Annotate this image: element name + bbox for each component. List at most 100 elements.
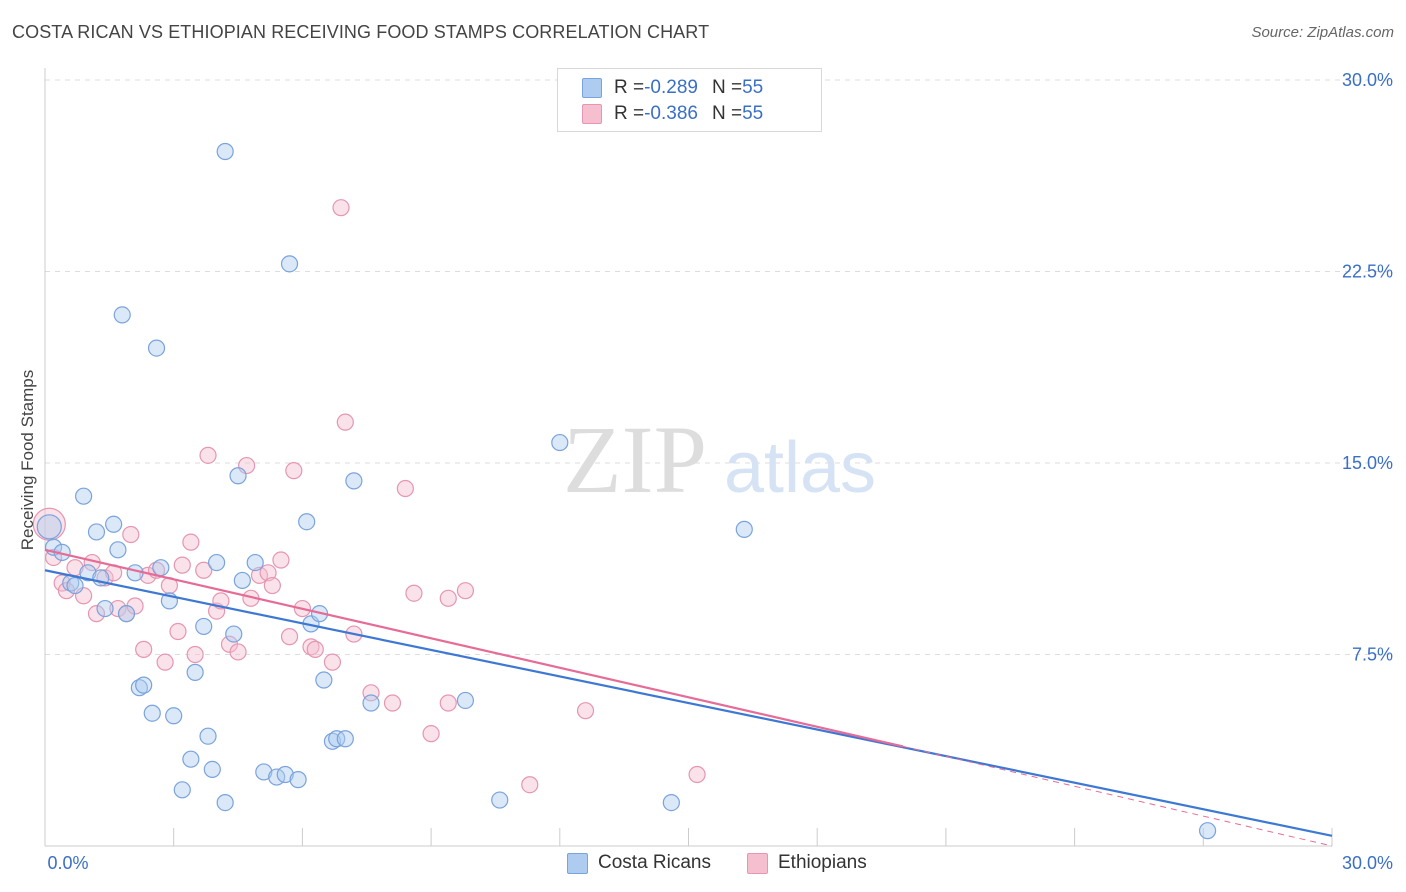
data-point-ethiopians <box>173 556 191 574</box>
x-tick-label: 0.0% <box>47 853 88 873</box>
legend-row-ethiopians: R = -0.386 N = 55 <box>582 103 763 125</box>
data-point-costa-ricans <box>143 704 161 722</box>
data-point-costa-ricans <box>255 763 273 781</box>
data-point-costa-ricans <box>225 625 243 643</box>
data-point-ethiopians <box>122 525 140 544</box>
trend-line-costa-ricans <box>44 569 1333 837</box>
legend-n-value: 55 <box>742 77 764 98</box>
data-point-ethiopians <box>272 551 290 569</box>
trend-lines <box>44 548 1333 847</box>
legend-n-label: N = <box>711 103 743 124</box>
data-point-ethiopians <box>396 479 414 498</box>
legend-n-label: N = <box>711 77 743 98</box>
data-point-ethiopians <box>405 584 423 602</box>
data-point-ethiopians <box>229 643 247 661</box>
data-point-costa-ricans <box>362 694 380 712</box>
trend-line-ethiopians-extension <box>902 745 1333 847</box>
data-point-costa-ricans <box>276 765 294 784</box>
data-point-costa-ricans <box>203 760 221 779</box>
data-point-costa-ricans <box>96 599 114 618</box>
data-point-costa-ricans <box>113 306 131 324</box>
data-point-costa-ricans <box>109 541 127 559</box>
data-point-costa-ricans <box>75 487 93 505</box>
series-ethiopians <box>32 199 706 794</box>
watermark: ZIP atlas <box>563 406 876 513</box>
data-point-costa-ricans <box>345 472 363 490</box>
data-point-ethiopians <box>87 605 106 623</box>
data-point-ethiopians <box>186 645 204 664</box>
legend-r-label: R = <box>614 103 645 124</box>
legend-n-value: 55 <box>742 103 764 124</box>
data-point-ethiopians <box>422 725 440 743</box>
y-tick-label: 15.0% <box>1342 453 1393 473</box>
correlation-legend: R = -0.289 N = 55 R = -0.386 N = 55 <box>557 68 822 132</box>
legend-row-costa-ricans: R = -0.289 N = 55 <box>582 77 763 99</box>
watermark-zip: ZIP <box>563 406 707 513</box>
data-point-ethiopians <box>332 199 350 217</box>
data-point-ethiopians <box>199 446 217 464</box>
data-point-ethiopians <box>259 564 277 582</box>
data-point-costa-ricans <box>147 339 166 357</box>
trend-line-ethiopians <box>44 548 904 748</box>
data-point-costa-ricans <box>551 433 569 452</box>
data-point-ethiopians <box>285 462 303 480</box>
data-point-costa-ricans <box>79 564 97 582</box>
data-point-costa-ricans <box>336 730 354 748</box>
source-label: Source: ZipAtlas.com <box>1251 24 1394 41</box>
data-point-costa-ricans <box>735 520 753 538</box>
data-point-ethiopians <box>156 653 174 671</box>
data-point-costa-ricans <box>195 617 213 636</box>
data-point-costa-ricans <box>233 571 251 590</box>
data-point-ethiopians <box>323 653 342 671</box>
data-point-costa-ricans <box>216 793 234 812</box>
tick-labels: 7.5% 15.0% 22.5% 30.0% 0.0% 30.0% <box>47 70 1393 873</box>
axes <box>44 68 1333 847</box>
bottom-legend-ethiopians: Ethiopians <box>747 852 867 874</box>
watermark-atlas: atlas <box>724 428 876 508</box>
data-point-ethiopians <box>306 640 324 658</box>
data-point-costa-ricans <box>456 691 475 710</box>
bottom-legend-label: Costa Ricans <box>598 852 711 873</box>
legend-r-value: -0.386 <box>644 103 698 124</box>
data-point-costa-ricans <box>1198 822 1217 840</box>
data-point-ethiopians <box>280 628 299 646</box>
data-point-ethiopians <box>182 533 200 551</box>
data-point-costa-ricans <box>165 707 183 725</box>
legend-swatch-pink <box>582 104 602 124</box>
grid-lines <box>45 79 1392 655</box>
data-point-costa-ricans <box>152 559 170 577</box>
data-point-costa-ricans <box>289 771 307 789</box>
data-point-ethiopians <box>169 622 187 641</box>
bottom-legend-costa-ricans: Costa Ricans <box>567 852 711 874</box>
chart-title: COSTA RICAN VS ETHIOPIAN RECEIVING FOOD … <box>12 22 710 42</box>
data-point-costa-ricans <box>182 750 200 768</box>
data-point-ethiopians <box>688 765 706 784</box>
data-point-ethiopians <box>109 599 127 618</box>
data-point-ethiopians <box>195 561 213 579</box>
data-point-costa-ricans <box>662 793 680 812</box>
bottom-legend-label: Ethiopians <box>778 852 867 873</box>
y-tick-label: 22.5% <box>1342 262 1393 282</box>
y-tick-label: 30.0% <box>1342 70 1393 90</box>
y-tick-label: 7.5% <box>1352 645 1393 665</box>
series-costa-ricans <box>36 142 1217 840</box>
bottom-legend-swatch-pink <box>747 852 768 874</box>
data-point-costa-ricans <box>246 553 264 572</box>
data-point-ethiopians <box>456 582 475 600</box>
y-axis-label: Receiving Food Stamps <box>18 369 37 551</box>
x-tick-label: 30.0% <box>1342 853 1393 873</box>
data-point-costa-ricans <box>199 727 217 745</box>
data-point-costa-ricans <box>173 781 191 799</box>
data-point-costa-ricans <box>105 515 123 533</box>
data-point-costa-ricans <box>135 676 153 694</box>
legend-swatch-blue <box>582 78 602 98</box>
data-point-ethiopians <box>263 576 281 595</box>
data-point-ethiopians <box>383 694 402 712</box>
legend-r-value: -0.289 <box>644 77 698 98</box>
bottom-legend-swatch-blue <box>567 852 588 874</box>
data-point-ethiopians <box>135 640 153 658</box>
data-point-costa-ricans <box>66 576 84 595</box>
data-point-costa-ricans <box>280 255 299 273</box>
data-point-costa-ricans <box>87 523 106 541</box>
